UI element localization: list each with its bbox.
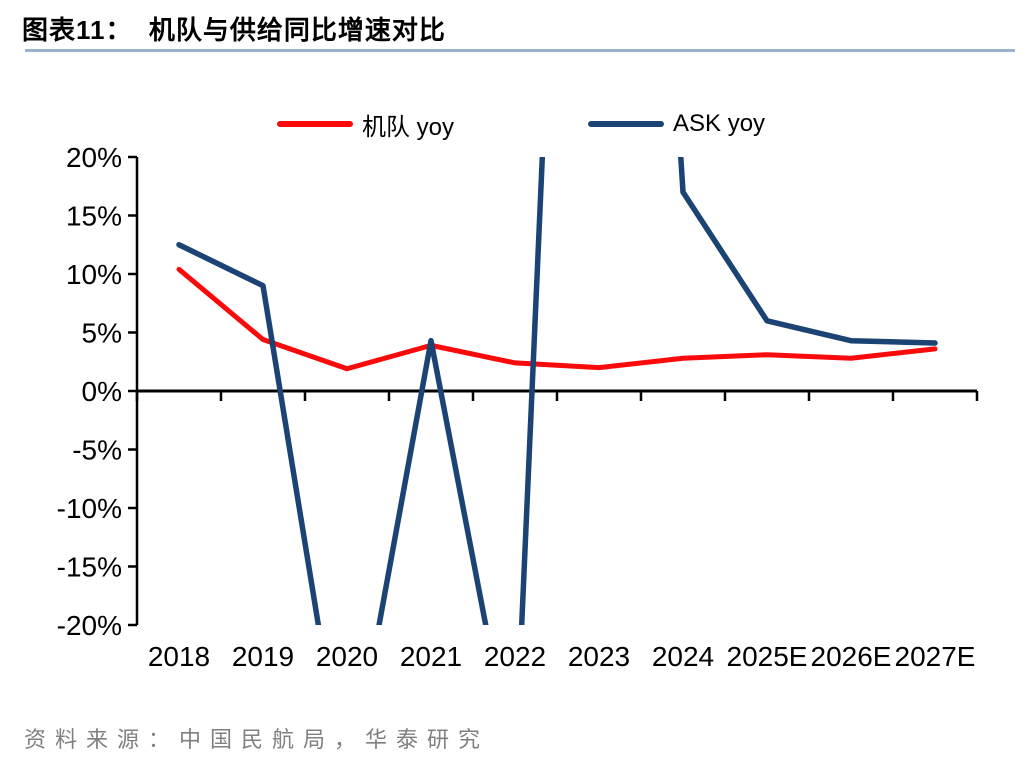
legend-label-fleet-yoy: 机队 yoy (362, 113, 455, 141)
y-tick-label: 5% (82, 318, 122, 349)
page-title: 图表11： 机队与供给同比增速对比 (22, 15, 446, 45)
legend-label-ask-yoy: ASK yoy (673, 110, 766, 137)
y-tick-label: -20% (57, 610, 122, 641)
ask-yoy-line-swatch-icon (588, 121, 664, 127)
legend-item-ask-yoy: ASK yoy (588, 109, 765, 139)
x-tick-label: 2018 (148, 641, 210, 672)
x-tick-label: 2021 (400, 641, 462, 672)
x-tick-label: 2025E (727, 641, 808, 672)
y-tick-label: -10% (57, 493, 122, 524)
x-tick-label: 2023 (568, 641, 630, 672)
y-tick-label: 10% (66, 259, 122, 290)
ask-yoy-line (176, 157, 938, 625)
y-tick-label: 20% (66, 142, 122, 173)
fleet-yoy-line (176, 266, 938, 372)
x-tick-label: 2027E (895, 641, 976, 672)
x-tick-label: 2024 (652, 641, 714, 672)
y-tick-label: 15% (66, 201, 122, 232)
x-tick-label: 2020 (316, 641, 378, 672)
x-tick-label: 2019 (232, 641, 294, 672)
y-tick-label: -15% (57, 552, 122, 583)
source-note: 资料来源：中国民航局，华泰研究 (24, 727, 490, 752)
x-tick-label: 2026E (811, 641, 892, 672)
fleet-yoy-line-swatch-icon (277, 121, 353, 127)
title-divider (25, 49, 1015, 52)
x-tick-label: 2022 (484, 641, 546, 672)
legend-item-fleet-yoy: 机队 yoy (277, 109, 455, 141)
y-tick-label: -5% (72, 435, 122, 466)
y-tick-label: 0% (82, 376, 122, 407)
